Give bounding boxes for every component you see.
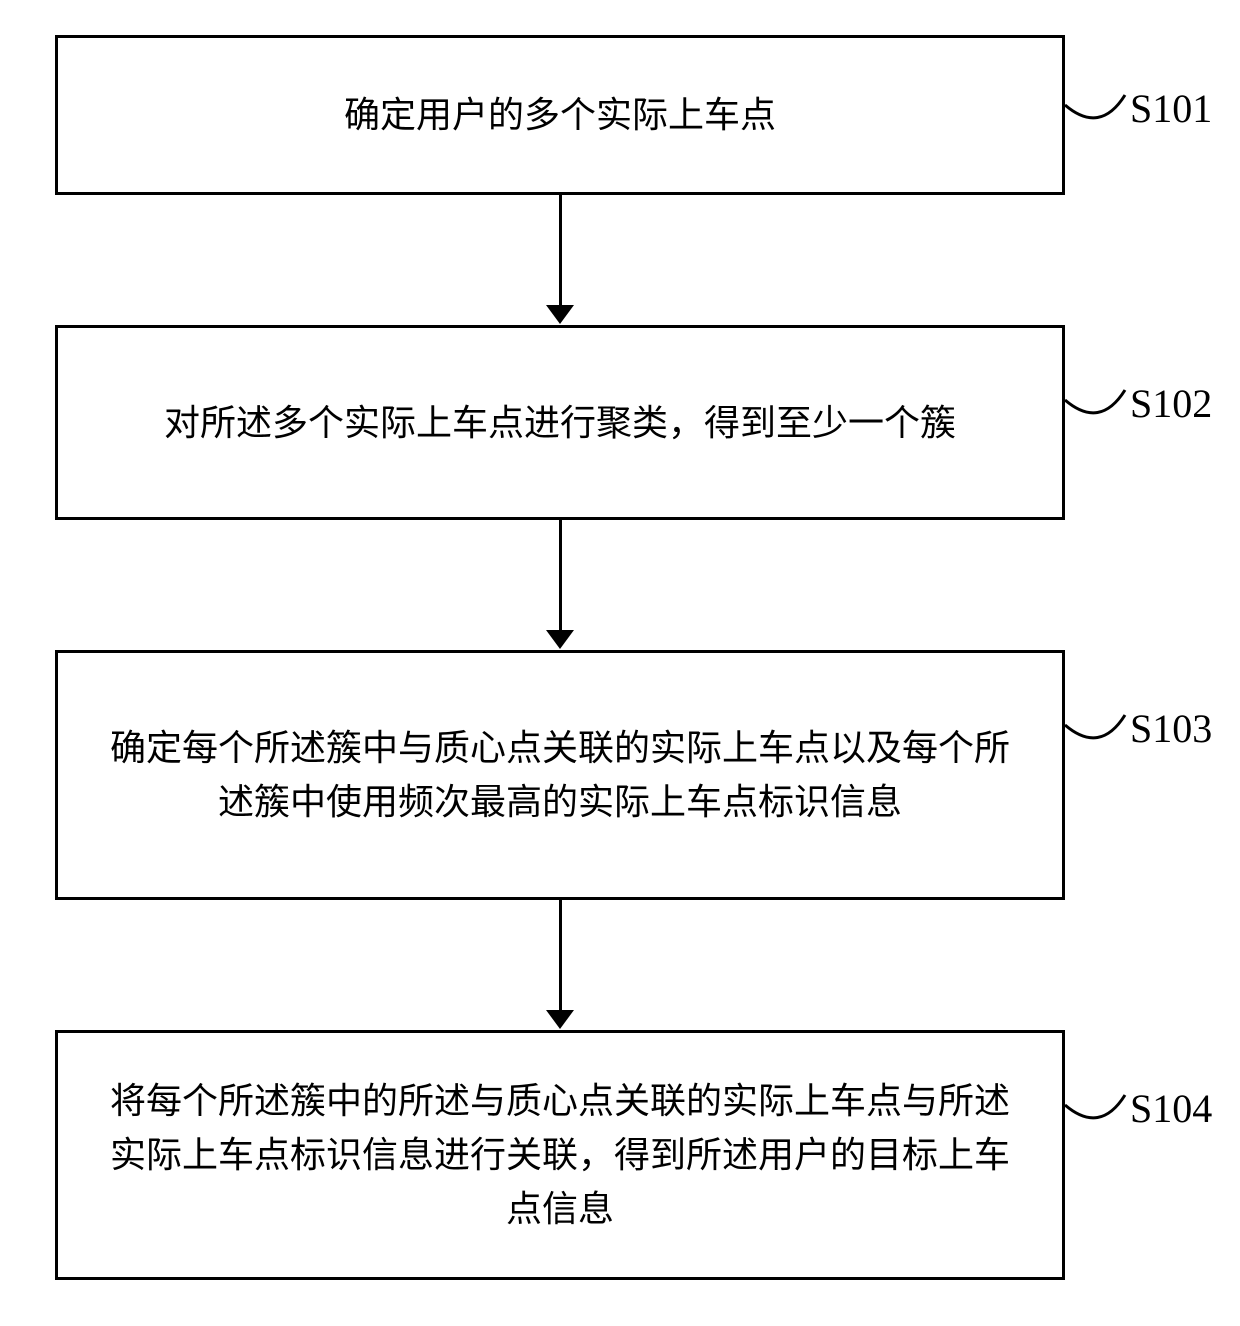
arrow-head-2 (546, 1010, 574, 1029)
connector-s101 (1060, 90, 1130, 140)
step-label-s102: S102 (1130, 380, 1212, 427)
step-text: 将每个所述簇中的所述与质心点关联的实际上车点与所述实际上车点标识信息进行关联，得… (98, 1074, 1022, 1236)
step-label-s101: S101 (1130, 85, 1212, 132)
step-box-s101: 确定用户的多个实际上车点 (55, 35, 1065, 195)
step-text: 确定每个所述簇中与质心点关联的实际上车点以及每个所述簇中使用频次最高的实际上车点… (98, 721, 1022, 829)
connector-s102 (1060, 385, 1130, 435)
arrow-shaft-1 (559, 520, 562, 630)
step-box-s103: 确定每个所述簇中与质心点关联的实际上车点以及每个所述簇中使用频次最高的实际上车点… (55, 650, 1065, 900)
arrow-shaft-2 (559, 900, 562, 1010)
connector-s103 (1060, 710, 1130, 760)
step-box-s104: 将每个所述簇中的所述与质心点关联的实际上车点与所述实际上车点标识信息进行关联，得… (55, 1030, 1065, 1280)
step-label-s104: S104 (1130, 1085, 1212, 1132)
flowchart-container: 确定用户的多个实际上车点 S101 对所述多个实际上车点进行聚类，得到至少一个簇 S1… (0, 0, 1240, 1326)
step-label-s103: S103 (1130, 705, 1212, 752)
step-text: 确定用户的多个实际上车点 (344, 88, 776, 142)
connector-s104 (1060, 1090, 1130, 1140)
step-text: 对所述多个实际上车点进行聚类，得到至少一个簇 (164, 396, 956, 450)
arrow-head-1 (546, 630, 574, 649)
arrow-shaft-0 (559, 195, 562, 305)
step-box-s102: 对所述多个实际上车点进行聚类，得到至少一个簇 (55, 325, 1065, 520)
arrow-head-0 (546, 305, 574, 324)
